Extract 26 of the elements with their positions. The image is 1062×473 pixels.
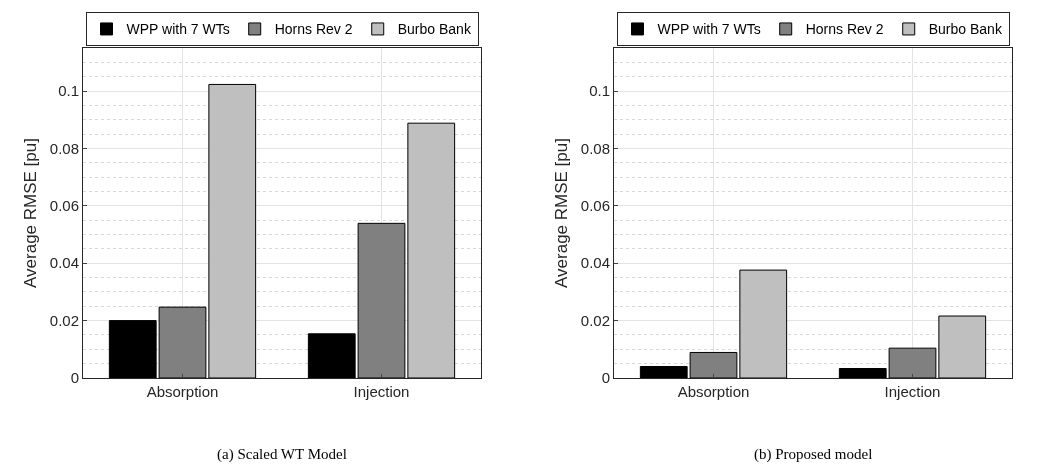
legend-label: Burbo Bank: [928, 21, 1003, 38]
legend-label: WPP with 7 WTs: [657, 21, 761, 38]
y-axis-title: Average RMSE [pu]: [21, 138, 41, 288]
y-tick-label: 0.1: [58, 82, 79, 100]
y-tick-label: 0.04: [580, 254, 610, 272]
legend-label: Horns Rev 2: [274, 21, 353, 38]
text: (a) Scaled WT Model: [217, 446, 347, 463]
x-tick-label: Absorption: [677, 383, 750, 400]
legend-label: WPP with 7 WTs: [126, 21, 230, 38]
y-tick-label: 0.04: [49, 254, 79, 272]
y-tick-label: 0.02: [580, 311, 610, 329]
y-tick-label: 0.02: [49, 311, 79, 329]
legend-label: Horns Rev 2: [805, 21, 884, 38]
y-tick-label: 0.06: [49, 197, 79, 215]
y-tick-label: 0: [601, 369, 610, 387]
y-tick-label: 0: [70, 369, 79, 387]
y-tick-label: 0.08: [49, 139, 79, 157]
x-tick-label: Injection: [884, 383, 941, 400]
text: (b) Proposed model: [754, 446, 873, 463]
y-tick-label: 0.06: [580, 197, 610, 215]
legend-label: Burbo Bank: [397, 21, 472, 38]
x-tick-label: Injection: [353, 383, 410, 400]
x-tick-label: Absorption: [146, 383, 219, 400]
y-axis-title: Average RMSE [pu]: [552, 138, 572, 288]
y-tick-label: 0.1: [589, 82, 610, 100]
y-tick-label: 0.08: [580, 139, 610, 157]
